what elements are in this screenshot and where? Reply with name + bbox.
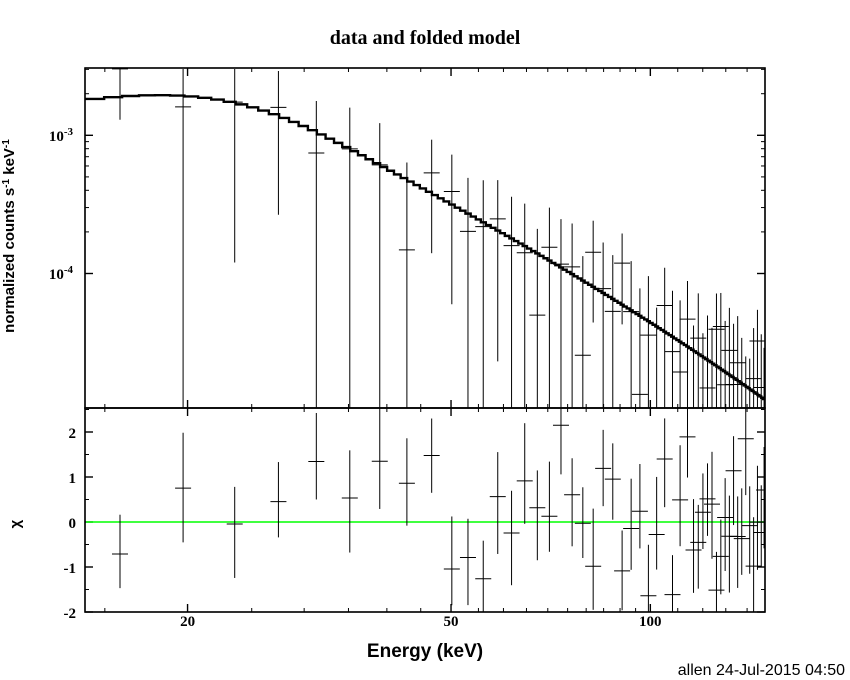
svg-text:χ: χ <box>7 519 24 528</box>
svg-text:0: 0 <box>69 516 77 532</box>
svg-text:20: 20 <box>180 614 195 630</box>
svg-text:allen 24-Jul-2015 04:50: allen 24-Jul-2015 04:50 <box>678 662 845 679</box>
svg-text:data and folded model: data and folded model <box>330 27 521 49</box>
svg-text:-1: -1 <box>64 561 77 577</box>
svg-text:Energy (keV): Energy (keV) <box>367 641 483 662</box>
svg-text:normalized counts s-1 keV-1: normalized counts s-1 keV-1 <box>1 139 19 333</box>
svg-text:-2: -2 <box>64 606 77 622</box>
svg-text:2: 2 <box>69 426 77 442</box>
svg-text:100: 100 <box>639 614 662 630</box>
svg-text:50: 50 <box>444 614 459 630</box>
svg-text:1: 1 <box>69 471 77 487</box>
